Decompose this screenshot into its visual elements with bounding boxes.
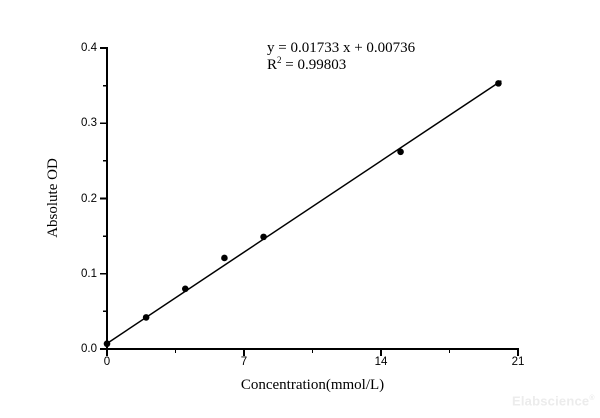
data-point (397, 148, 404, 156)
x-tick-label: 0 (103, 356, 111, 368)
data-point (221, 254, 228, 262)
y-tick-label: 0.0 (81, 343, 97, 355)
r-exponent: 2 (277, 55, 282, 65)
fit-r-squared-text: R2 = 0.99803 (267, 55, 347, 74)
data-point (260, 233, 267, 241)
r-label: R (267, 57, 278, 73)
x-tick-label: 7 (240, 356, 248, 368)
r-value: = 0.99803 (281, 57, 347, 73)
registered-mark-icon: ® (589, 395, 595, 402)
data-point (181, 285, 189, 293)
x-tick-label: 21 (511, 356, 525, 368)
fit-equation-text: y = 0.01733 x + 0.00736 (267, 40, 416, 56)
y-axis-title: Absolute OD (45, 158, 61, 238)
x-tick-label: 14 (374, 356, 388, 368)
data-point (103, 340, 111, 348)
regression-line (106, 80, 502, 345)
y-tick-label: 0.1 (81, 267, 97, 280)
watermark-logo: Elabscience® (512, 392, 595, 408)
data-point (495, 80, 502, 87)
watermark-text: Elabscience (512, 393, 590, 409)
y-tick-label: 0.2 (81, 192, 97, 205)
data-point (142, 314, 150, 321)
y-tick-label: 0.3 (81, 117, 97, 130)
y-tick-label: 0.4 (81, 42, 97, 54)
x-axis-title: Concentration(mmol/L) (240, 377, 385, 393)
